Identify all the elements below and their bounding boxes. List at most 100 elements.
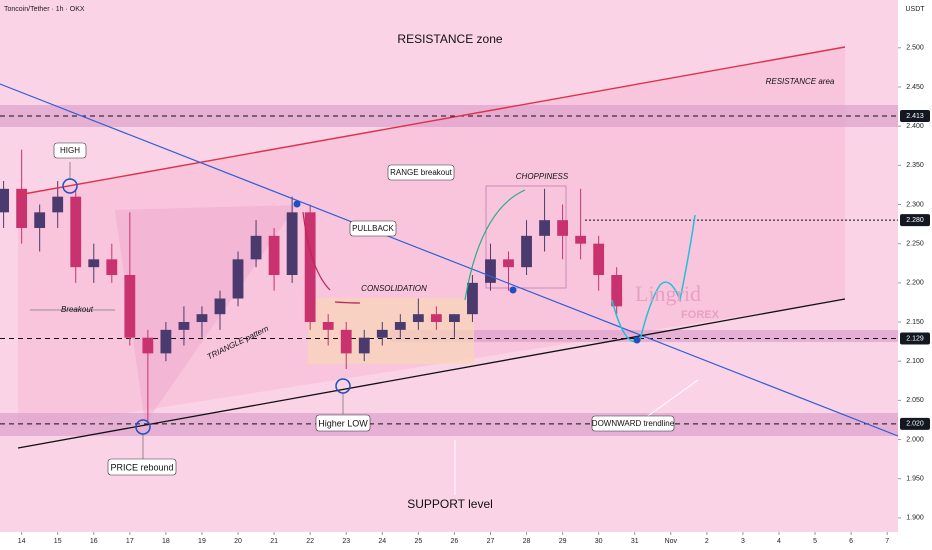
level-tag-label: 2.280 <box>906 217 924 224</box>
x-tick-label: 2 <box>705 538 709 545</box>
pivot-dot <box>509 286 517 294</box>
candle-body <box>142 337 154 354</box>
label-box <box>349 220 397 237</box>
annotation: PRICE rebound <box>110 462 173 472</box>
candle-body <box>268 235 280 276</box>
y-tick-label: 2.400 <box>906 123 924 130</box>
x-tick-label: 5 <box>813 538 817 545</box>
level-tag <box>900 109 930 122</box>
label-box <box>53 142 87 159</box>
candle-body <box>52 196 64 213</box>
x-tick-label: 28 <box>523 538 531 545</box>
candle-body <box>485 259 496 283</box>
y-tick-label: 2.500 <box>906 45 924 52</box>
pivot-dot <box>293 200 301 208</box>
candle-body <box>521 235 532 268</box>
channel-shade <box>18 47 845 430</box>
x-tick-label: 26 <box>451 538 459 545</box>
candle-body <box>430 314 442 323</box>
pivot-dot <box>633 336 641 344</box>
x-tick-label: 14 <box>18 538 26 545</box>
level-tag-label: 2.413 <box>906 113 924 120</box>
support-trendline <box>17 298 846 449</box>
range-arrow <box>464 189 526 301</box>
resistance-band <box>0 105 898 127</box>
candle-body <box>539 220 550 236</box>
label-box <box>591 415 675 432</box>
candle-body <box>214 298 226 315</box>
downward-trendline <box>0 83 899 437</box>
level-tag-label: 2.129 <box>906 335 924 342</box>
candle-body <box>88 259 100 268</box>
candle-body <box>232 259 244 299</box>
pullback-arrow <box>302 211 331 291</box>
x-tick-label: 6 <box>849 538 853 545</box>
x-tick-label: 22 <box>306 538 314 545</box>
candle-body <box>196 314 208 323</box>
y-tick-label: 2.450 <box>906 84 924 91</box>
leader <box>644 379 699 419</box>
annotation: CONSOLIDATION <box>361 284 427 293</box>
annotation: Higher LOW <box>318 418 368 428</box>
candle-body <box>124 275 136 338</box>
x-tick-label: 7 <box>885 538 889 545</box>
candle-body <box>286 212 298 276</box>
annotation: CHOPPINESS <box>516 172 569 181</box>
watermark: Lingrid <box>635 281 701 306</box>
level-tag <box>900 332 930 345</box>
level-tag <box>900 214 930 227</box>
annotation: PULLBACK <box>352 224 394 233</box>
annotation: Breakout <box>61 305 94 314</box>
x-tick-label: 15 <box>54 538 62 545</box>
y-tick-label: 1.950 <box>906 476 924 483</box>
chart-title: Toncoin/Tether · 1h · OKX <box>4 6 85 13</box>
x-tick-label: 16 <box>90 538 98 545</box>
label-box <box>387 164 455 181</box>
x-tick-label: 29 <box>559 538 567 545</box>
y-axis-label: USDT <box>905 6 925 13</box>
candle-body <box>34 212 46 228</box>
x-tick-label: 4 <box>777 538 781 545</box>
candle-body <box>611 275 623 307</box>
x-tick-label: 23 <box>342 538 350 545</box>
x-tick-label: 21 <box>270 538 278 545</box>
y-tick-label: 2.300 <box>906 201 924 208</box>
y-tick-label: 2.250 <box>906 241 924 248</box>
candle-body <box>358 337 370 354</box>
consolidation-arrow <box>334 301 361 304</box>
candle-body <box>503 259 514 268</box>
annotation: RESISTANCE area <box>766 77 835 86</box>
x-tick-label: 19 <box>198 538 206 545</box>
annotation: HIGH <box>60 146 80 155</box>
projection-path <box>611 214 696 343</box>
resistance-trendline <box>17 46 846 196</box>
x-tick-label: 27 <box>487 538 495 545</box>
x-tick-label: 25 <box>414 538 422 545</box>
annotation: RANGE breakout <box>390 168 453 177</box>
y-tick-label: 2.100 <box>906 358 924 365</box>
level-tag-label: 2.020 <box>906 421 924 428</box>
candle-body <box>0 188 10 213</box>
candle-body <box>575 235 587 244</box>
y-tick-label: 2.350 <box>906 162 924 169</box>
candle-body <box>449 314 460 323</box>
candle-body <box>340 329 352 354</box>
x-tick-label: Nov <box>665 538 678 545</box>
y-tick-label: 1.900 <box>906 515 924 522</box>
x-tick-label: 3 <box>741 538 745 545</box>
y-tick-label: 2.150 <box>906 319 924 326</box>
candle-body <box>106 259 118 276</box>
candle-body <box>394 322 406 330</box>
support-band <box>0 413 898 436</box>
label-box <box>315 414 371 432</box>
candle-body <box>70 196 82 268</box>
candle-body <box>557 220 569 236</box>
y-tick-label: 2.200 <box>906 280 924 287</box>
x-tick-label: 24 <box>378 538 386 545</box>
level-tag <box>900 417 930 430</box>
x-tick-label: 31 <box>631 538 639 545</box>
choppiness-box <box>485 185 567 289</box>
annotation: DOWNWARD trendline <box>592 419 675 428</box>
